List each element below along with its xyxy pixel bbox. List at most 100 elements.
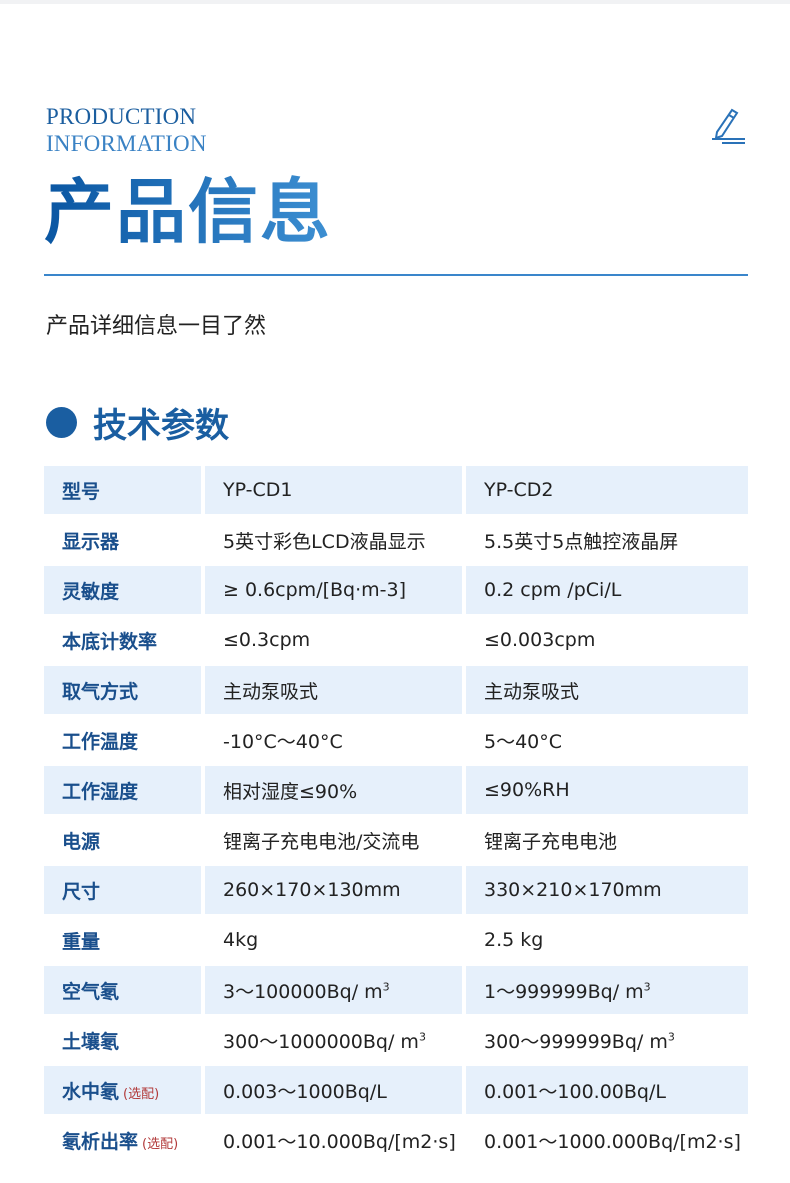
spec-value-cd1: 5英寸彩色LCD液晶显示 <box>205 516 466 566</box>
spec-value-text: 0.001～10.000Bq/[m2·s] <box>223 1130 456 1153</box>
table-row: 空气氡 3～100000Bq/ m3 1～999999Bq/ m3 <box>44 966 748 1016</box>
page-subtitle: 产品详细信息一目了然 <box>46 314 267 339</box>
optional-note: (选配) <box>142 1136 179 1152</box>
spec-value-text: -10°C～40°C <box>223 730 343 753</box>
spec-value-cd1: 主动泵吸式 <box>205 666 466 716</box>
spec-label: 空气氡 <box>44 966 205 1016</box>
spec-value-cd2: YP-CD2 <box>466 466 748 516</box>
spec-value-cd1: 锂离子充电电池/交流电 <box>205 816 466 866</box>
section-title: 技术参数 <box>93 406 229 446</box>
spec-value-text: 锂离子充电电池/交流电 <box>223 830 420 853</box>
spec-label: 工作湿度 <box>44 766 205 816</box>
spec-value-text: 1～999999Bq/ m <box>484 980 644 1003</box>
spec-label-text: 土壤氡 <box>62 1030 120 1053</box>
spec-value-cd1: 260×170×130mm <box>205 866 466 916</box>
spec-value-text: 5～40°C <box>484 730 563 753</box>
spec-value-text: 330×210×170mm <box>484 879 662 901</box>
spec-label-text: 工作湿度 <box>62 780 139 803</box>
spec-label: 水中氡 (选配) <box>44 1066 205 1116</box>
spec-label-text: 重量 <box>62 930 101 953</box>
spec-value-cd1: 相对湿度≤90% <box>205 766 466 816</box>
superscript: 3 <box>382 980 390 994</box>
spec-value-cd1: ≥ 0.6cpm/[Bq·m-3] <box>205 566 466 616</box>
table-row: 显示器 5英寸彩色LCD液晶显示 5.5英寸5点触控液晶屏 <box>44 516 748 566</box>
spec-value-text: 5英寸彩色LCD液晶显示 <box>223 530 426 553</box>
spec-value-cd2: 5.5英寸5点触控液晶屏 <box>466 516 748 566</box>
table-row: 取气方式 主动泵吸式 主动泵吸式 <box>44 666 748 716</box>
table-row: 本底计数率 ≤0.3cpm ≤0.003cpm <box>44 616 748 666</box>
table-row: 灵敏度 ≥ 0.6cpm/[Bq·m-3] 0.2 cpm /pCi/L <box>44 566 748 616</box>
spec-label: 土壤氡 <box>44 1016 205 1066</box>
spec-value-text: 主动泵吸式 <box>484 680 580 703</box>
spec-value-cd2: 300～999999Bq/ m3 <box>466 1016 748 1066</box>
spec-value-cd1: ≤0.3cpm <box>205 616 466 666</box>
spec-value-text: 0.003～1000Bq/L <box>223 1080 387 1103</box>
optional-note: (选配) <box>123 1086 160 1102</box>
spec-label-text: 型号 <box>62 480 101 503</box>
spec-label-text: 本底计数率 <box>62 630 158 653</box>
spec-value-text: 4kg <box>223 929 259 951</box>
table-row: 水中氡 (选配) 0.003～1000Bq/L 0.001～100.00Bq/L <box>44 1066 748 1116</box>
spec-value-cd2: ≤0.003cpm <box>466 616 748 666</box>
english-heading-line1: PRODUCTION <box>46 104 197 129</box>
spec-label-text: 显示器 <box>62 530 120 553</box>
spec-value-text: 260×170×130mm <box>223 879 401 901</box>
spec-value-text: 300～999999Bq/ m <box>484 1030 668 1053</box>
top-divider <box>0 0 790 4</box>
table-row: 土壤氡 300～1000000Bq/ m3 300～999999Bq/ m3 <box>44 1016 748 1066</box>
spec-label: 尺寸 <box>44 866 205 916</box>
spec-value-text: YP-CD2 <box>484 479 554 501</box>
english-heading: PRODUCTION INFORMATION <box>46 103 207 157</box>
pen-icon <box>712 108 745 144</box>
spec-value-text: 主动泵吸式 <box>223 680 319 703</box>
spec-label: 灵敏度 <box>44 566 205 616</box>
spec-value-cd2: 5～40°C <box>466 716 748 766</box>
table-row: 电源 锂离子充电电池/交流电 锂离子充电电池 <box>44 816 748 866</box>
spec-value-text: 5.5英寸5点触控液晶屏 <box>484 530 679 553</box>
table-row: 工作湿度 相对湿度≤90% ≤90%RH <box>44 766 748 816</box>
spec-value-text: 相对湿度≤90% <box>223 780 358 803</box>
spec-label-text: 尺寸 <box>62 880 101 903</box>
spec-value-cd2: 330×210×170mm <box>466 866 748 916</box>
table-row: 型号 YP-CD1 YP-CD2 <box>44 466 748 516</box>
spec-value-cd1: 4kg <box>205 916 466 966</box>
spec-label: 取气方式 <box>44 666 205 716</box>
spec-value-cd2: 0.001～1000.000Bq/[m2·s] <box>466 1116 748 1166</box>
spec-value-text: 0.001～1000.000Bq/[m2·s] <box>484 1130 741 1153</box>
spec-table: 型号 YP-CD1 YP-CD2 显示器 5英寸彩色LCD液晶显示 5.5英寸5点触控液晶… <box>44 466 748 1166</box>
spec-value-text: ≤90%RH <box>484 779 570 801</box>
spec-label: 电源 <box>44 816 205 866</box>
table-row: 尺寸 260×170×130mm 330×210×170mm <box>44 866 748 916</box>
spec-label: 显示器 <box>44 516 205 566</box>
spec-label-text: 氡析出率 <box>62 1130 139 1153</box>
spec-value-text: 3～100000Bq/ m <box>223 980 383 1003</box>
spec-value-text: 0.001～100.00Bq/L <box>484 1080 666 1103</box>
spec-value-text: 锂离子充电电池 <box>484 830 618 853</box>
english-heading-line2: INFORMATION <box>46 131 207 156</box>
table-row: 工作温度 -10°C～40°C 5～40°C <box>44 716 748 766</box>
spec-value-cd2: 1～999999Bq/ m3 <box>466 966 748 1016</box>
table-row: 氡析出率 (选配) 0.001～10.000Bq/[m2·s] 0.001～1000.… <box>44 1116 748 1166</box>
section-heading: 技术参数 <box>46 398 229 447</box>
spec-label-text: 空气氡 <box>62 980 120 1003</box>
spec-value-cd2: 主动泵吸式 <box>466 666 748 716</box>
spec-label: 型号 <box>44 466 205 516</box>
spec-value-cd1: -10°C～40°C <box>205 716 466 766</box>
spec-label-text: 水中氡 <box>62 1080 120 1103</box>
spec-label-text: 工作温度 <box>62 730 139 753</box>
spec-value-cd2: ≤90%RH <box>466 766 748 816</box>
spec-value-text: ≤0.003cpm <box>484 629 596 651</box>
spec-value-cd2: 锂离子充电电池 <box>466 816 748 866</box>
spec-value-cd1: 0.003～1000Bq/L <box>205 1066 466 1116</box>
spec-value-cd2: 2.5 kg <box>466 916 748 966</box>
spec-value-text: ≤0.3cpm <box>223 629 311 651</box>
spec-label: 氡析出率 (选配) <box>44 1116 205 1166</box>
spec-value-cd1: 300～1000000Bq/ m3 <box>205 1016 466 1066</box>
spec-value-text: ≥ 0.6cpm/[Bq·m-3] <box>223 579 407 601</box>
spec-label-text: 取气方式 <box>62 680 139 703</box>
spec-value-text: 0.2 cpm /pCi/L <box>484 579 622 601</box>
bullet-dot-icon <box>46 407 77 438</box>
spec-label: 工作温度 <box>44 716 205 766</box>
page-title: 产品信息 <box>44 171 332 253</box>
spec-value-text: 300～1000000Bq/ m <box>223 1030 419 1053</box>
